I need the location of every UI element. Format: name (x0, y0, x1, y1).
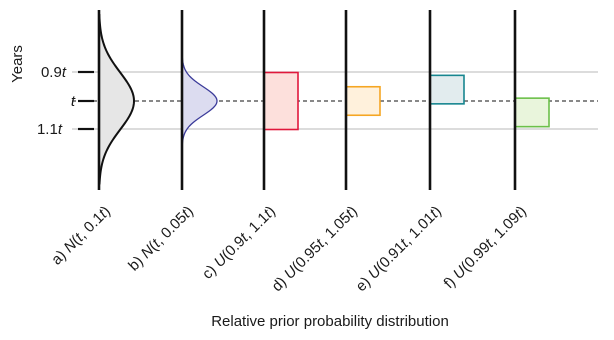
uniform-density-box (345, 85, 381, 117)
normal-density-fill (99, 15, 134, 185)
gridlines (72, 71, 598, 130)
tick-prefix: 0.9 (41, 64, 62, 81)
tick-var: t (58, 121, 63, 138)
panels (97, 10, 550, 190)
normal-density-curve (98, 14, 135, 185)
panel-label-b: b) N(t, 0.05t) (125, 203, 197, 275)
panel-e (428, 10, 465, 190)
tick-prefix: 1.1 (37, 121, 58, 138)
panel-b (180, 10, 218, 190)
panel-label-c: c) U(0.9t, 1.1t) (199, 203, 279, 283)
y-tick-label: 1.1t (37, 121, 63, 138)
y-tick-label: t (71, 93, 76, 110)
y-axis-label: Years (9, 45, 26, 83)
panel-f (513, 10, 550, 190)
panel-label-d: d) U(0.95t, 1.05t) (269, 203, 361, 295)
tick-var: t (62, 64, 67, 81)
x-axis-label: Relative prior probability distribution (211, 313, 449, 330)
y-tick-label: 0.9t (41, 64, 67, 81)
tick-var: t (71, 93, 76, 110)
normal-density-fill (182, 15, 217, 185)
panel-label-f: f) U(0.99t, 1.09t) (441, 203, 530, 292)
panel-label-a: a) N(t, 0.1t) (48, 203, 114, 269)
uniform-density-box (514, 97, 550, 128)
panel-a (97, 10, 135, 190)
panel-d (344, 10, 381, 190)
uniform-density-box (429, 74, 465, 105)
panel-labels: a) N(t, 0.1t)b) N(t, 0.05t)c) U(0.9t, 1.… (48, 203, 530, 295)
panel-c (262, 10, 299, 190)
uniform-density-box (263, 71, 299, 131)
panel-label-e: e) U(0.91t, 1.01t) (353, 203, 445, 295)
